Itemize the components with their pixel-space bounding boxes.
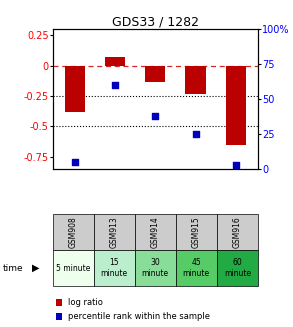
Text: GSM913: GSM913 (110, 216, 119, 248)
Text: 15
minute: 15 minute (101, 258, 128, 278)
Text: percentile rank within the sample: percentile rank within the sample (68, 312, 210, 321)
Text: GSM915: GSM915 (192, 216, 201, 248)
Point (72, 159, 77, 164)
Text: GSM908: GSM908 (69, 216, 78, 248)
Point (113, 83, 117, 88)
Bar (226, 66, 246, 145)
Point (153, 113, 158, 119)
Text: GSM914: GSM914 (151, 216, 160, 248)
Text: log ratio: log ratio (68, 298, 103, 307)
Bar (105, 57, 125, 66)
Text: time: time (3, 264, 23, 273)
Point (234, 162, 238, 167)
Text: ▶: ▶ (32, 263, 40, 273)
Text: GSM916: GSM916 (233, 216, 242, 248)
Bar (185, 66, 206, 94)
Text: 5 minute: 5 minute (56, 264, 91, 273)
Point (193, 131, 198, 137)
Text: 60
minute: 60 minute (224, 258, 251, 278)
Bar (145, 66, 165, 82)
Bar (65, 66, 85, 112)
Text: 45
minute: 45 minute (183, 258, 210, 278)
Title: GDS33 / 1282: GDS33 / 1282 (112, 15, 199, 28)
Text: 30
minute: 30 minute (142, 258, 169, 278)
